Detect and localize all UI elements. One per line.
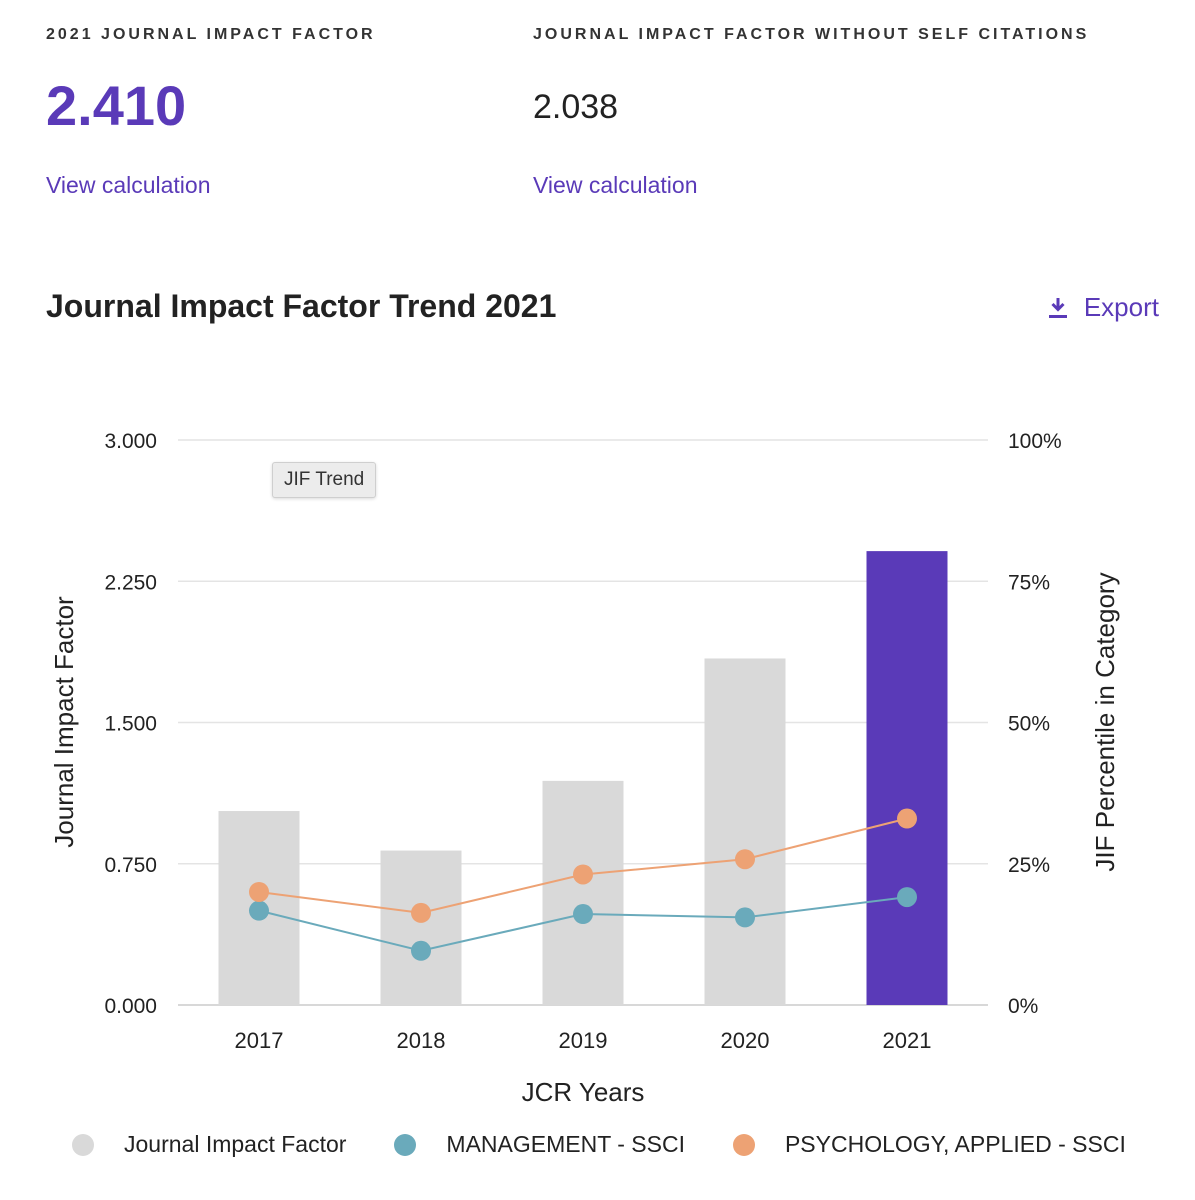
jif-view-calculation-link[interactable]: View calculation	[46, 172, 211, 198]
point-management-2020	[735, 907, 755, 928]
jif-metric: 2021 JOURNAL IMPACT FACTOR 2.410 View ca…	[46, 26, 376, 198]
download-icon	[1048, 297, 1067, 318]
bar-2018	[380, 850, 462, 1005]
x-tick-label: 2018	[397, 1028, 446, 1053]
legend-dot-jif	[72, 1133, 94, 1156]
jif-value: 2.410	[46, 74, 187, 137]
legend-item-jif[interactable]: Journal Impact Factor	[72, 1131, 346, 1158]
jif-label: 2021 JOURNAL IMPACT FACTOR	[46, 26, 376, 43]
legend-label-management: MANAGEMENT - SSCI	[446, 1131, 685, 1157]
y-axis-title-left: Journal Impact Factor	[49, 596, 79, 848]
legend-label-jif: Journal Impact Factor	[124, 1131, 347, 1157]
bar-2019	[542, 780, 624, 1005]
chart-section-title: Journal Impact Factor Trend 2021	[46, 288, 557, 324]
y-tick-label-left: 0.000	[104, 995, 157, 1018]
y-tick-label-left: 1.500	[104, 713, 157, 736]
legend-dot-management	[394, 1133, 417, 1156]
legend-item-psychology[interactable]: PSYCHOLOGY, APPLIED - SSCI	[732, 1131, 1126, 1158]
point-management-2017	[249, 900, 269, 921]
point-management-2018	[411, 940, 431, 961]
legend-dot-psychology	[732, 1133, 755, 1156]
jif-without-self-citations-view-calculation-link[interactable]: View calculation	[533, 172, 698, 198]
x-axis-title: JCR Years	[522, 1077, 645, 1107]
bar-2020	[704, 658, 786, 1005]
jif-without-self-citations-metric: JOURNAL IMPACT FACTOR WITHOUT SELF CITAT…	[533, 26, 1090, 198]
export-button[interactable]: Export	[1046, 292, 1159, 323]
y-tick-label-right: 50%	[1008, 713, 1050, 736]
point-management-2021	[897, 887, 917, 908]
y-tick-label-right: 75%	[1008, 571, 1050, 594]
y-tick-label-left: 3.000	[104, 430, 157, 453]
legend-label-psychology: PSYCHOLOGY, APPLIED - SSCI	[784, 1131, 1126, 1157]
point-psychology-2020	[735, 849, 755, 870]
y-tick-label-right: 100%	[1008, 430, 1062, 453]
point-psychology-2018	[411, 902, 431, 923]
export-label: Export	[1083, 292, 1159, 322]
x-tick-label: 2020	[721, 1028, 770, 1053]
y-tick-label-right: 25%	[1008, 854, 1050, 877]
point-psychology-2017	[249, 882, 269, 902]
x-tick-label: 2021	[883, 1028, 932, 1053]
point-psychology-2021	[897, 808, 917, 829]
jif-trend-tooltip: JIF Trend	[272, 462, 377, 498]
y-tick-label-right: 0%	[1008, 995, 1038, 1018]
jif-without-self-citations-value: 2.038	[533, 88, 619, 126]
legend-item-management[interactable]: MANAGEMENT - SSCI	[394, 1131, 685, 1158]
y-axis-title-right: JIF Percentile in Category	[1090, 572, 1120, 871]
point-psychology-2019	[573, 864, 593, 885]
bar-2021	[866, 551, 948, 1005]
jif-without-self-citations-label: JOURNAL IMPACT FACTOR WITHOUT SELF CITAT…	[533, 26, 1090, 43]
x-tick-label: 2017	[235, 1028, 284, 1053]
y-tick-label-left: 0.750	[104, 854, 157, 877]
y-tick-label-left: 2.250	[104, 571, 157, 594]
chart-legend: Journal Impact Factor MANAGEMENT - SSCI …	[72, 1131, 1174, 1158]
point-management-2019	[573, 904, 593, 925]
x-tick-label: 2019	[559, 1028, 608, 1053]
